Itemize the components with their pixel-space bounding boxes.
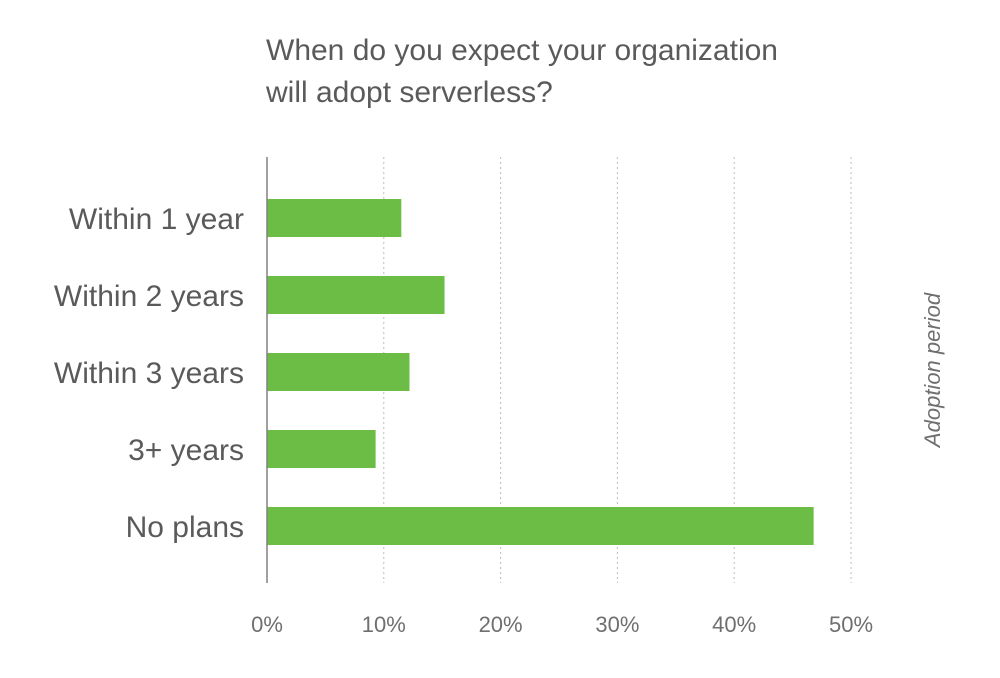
x-tick-label: 20%: [479, 612, 523, 637]
chart-title-line-2: will adopt serverless?: [265, 76, 553, 109]
bar-within-2-years: [267, 276, 445, 314]
bar-no-plans: [267, 507, 814, 545]
chart-title-line-1: When do you expect your organization: [266, 34, 778, 67]
x-tick-label: 10%: [362, 612, 406, 637]
x-tick-labels: 0% 10% 20% 30% 40% 50%: [251, 612, 873, 637]
x-tick-label: 50%: [829, 612, 873, 637]
x-tick-label: 30%: [595, 612, 639, 637]
category-label: No plans: [126, 511, 244, 544]
category-label: 3+ years: [128, 434, 244, 467]
x-tick-label: 0%: [251, 612, 283, 637]
bar-3-years: [267, 430, 376, 468]
category-labels: Within 1 year Within 2 years Within 3 year…: [54, 203, 244, 544]
x-tick-label: 40%: [712, 612, 756, 637]
category-label: Within 2 years: [54, 280, 244, 313]
chart-title: When do you expect your organization wil…: [265, 34, 778, 109]
category-label: Within 1 year: [69, 203, 244, 236]
y-axis-title: Adoption period: [920, 292, 945, 449]
bar-within-3-years: [267, 353, 410, 391]
bar-within-1-year: [267, 199, 402, 237]
category-label: Within 3 years: [54, 357, 244, 390]
bars: [267, 199, 814, 545]
